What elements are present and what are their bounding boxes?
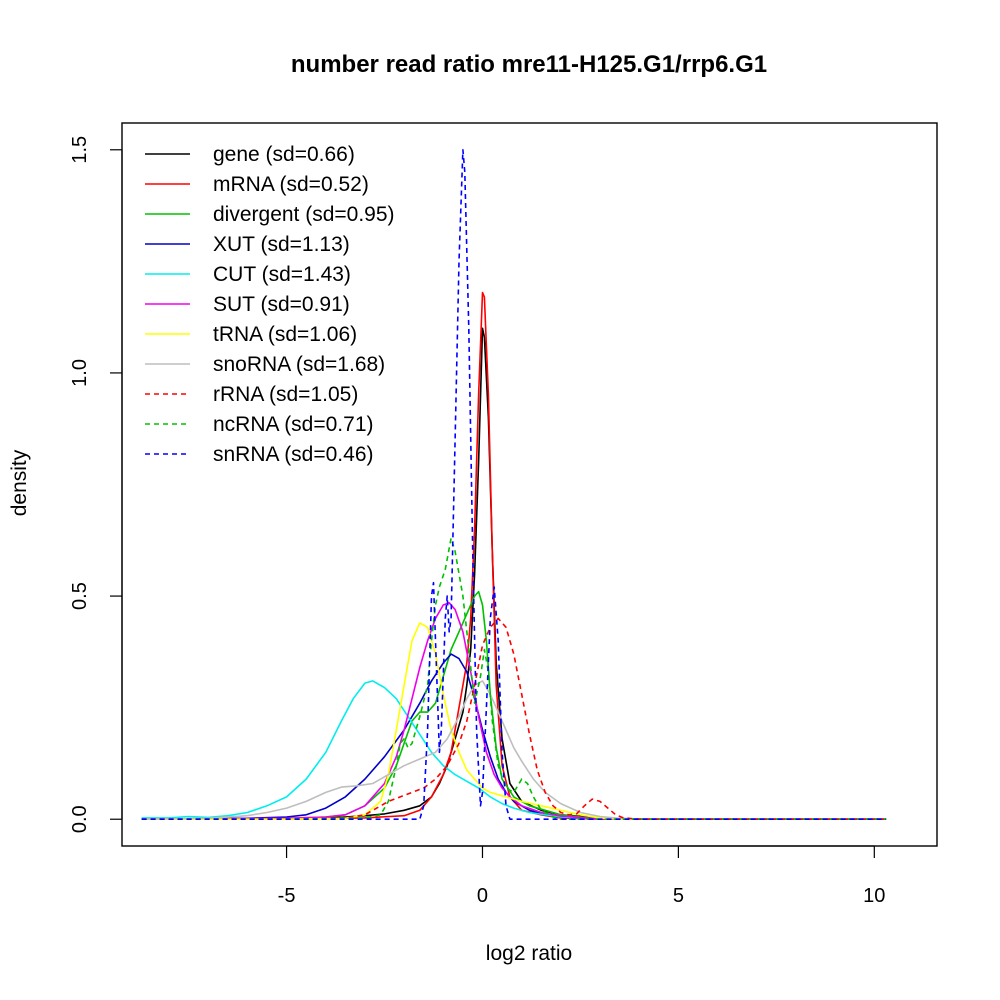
legend-label-snoRNA: snoRNA (sd=1.68) <box>213 353 385 376</box>
legend-label-rRNA: rRNA (sd=1.05) <box>213 383 358 406</box>
legend-label-gene: gene (sd=0.66) <box>213 143 355 166</box>
legend-label-SUT: SUT (sd=0.91) <box>213 293 350 316</box>
x-axis-label: log2 ratio <box>486 942 572 965</box>
series-line-ncRNA <box>141 537 887 820</box>
series-layer <box>141 149 887 820</box>
y-tick-label: 1.0 <box>69 359 91 387</box>
legend-label-divergent: divergent (sd=0.95) <box>213 203 395 226</box>
x-tick-label: -5 <box>278 885 296 907</box>
legend: gene (sd=0.66) mRNA (sd=0.52) divergent (s… <box>145 143 395 466</box>
series-line-CUT <box>141 680 887 820</box>
y-axis-label: density <box>8 449 31 516</box>
chart-title: number read ratio mre11-H125.G1/rrp6.G1 <box>291 51 767 78</box>
series-line-tRNA <box>141 622 887 820</box>
series-line-divergent <box>141 590 887 820</box>
legend-label-ncRNA: ncRNA (sd=0.71) <box>213 413 374 436</box>
x-tick-label: 10 <box>863 885 885 907</box>
series-line-snoRNA <box>141 680 887 820</box>
x-tick-label: 5 <box>673 885 684 907</box>
series-line-XUT <box>141 653 887 820</box>
y-tick-label: 0.5 <box>69 582 91 610</box>
series-line-SUT <box>141 602 887 820</box>
legend-label-XUT: XUT (sd=1.13) <box>213 233 350 256</box>
series-line-rRNA <box>141 617 887 820</box>
legend-label-mRNA: mRNA (sd=0.52) <box>213 173 369 196</box>
y-tick-label: 1.5 <box>69 136 91 164</box>
legend-label-snRNA: snRNA (sd=0.46) <box>213 443 374 466</box>
legend-label-tRNA: tRNA (sd=1.06) <box>213 323 357 346</box>
x-tick-label: 0 <box>477 885 488 907</box>
series-line-snRNA <box>141 149 887 820</box>
plot-frame <box>121 122 938 847</box>
y-tick-label: 0.0 <box>69 805 91 833</box>
legend-label-CUT: CUT (sd=1.43) <box>213 263 351 286</box>
